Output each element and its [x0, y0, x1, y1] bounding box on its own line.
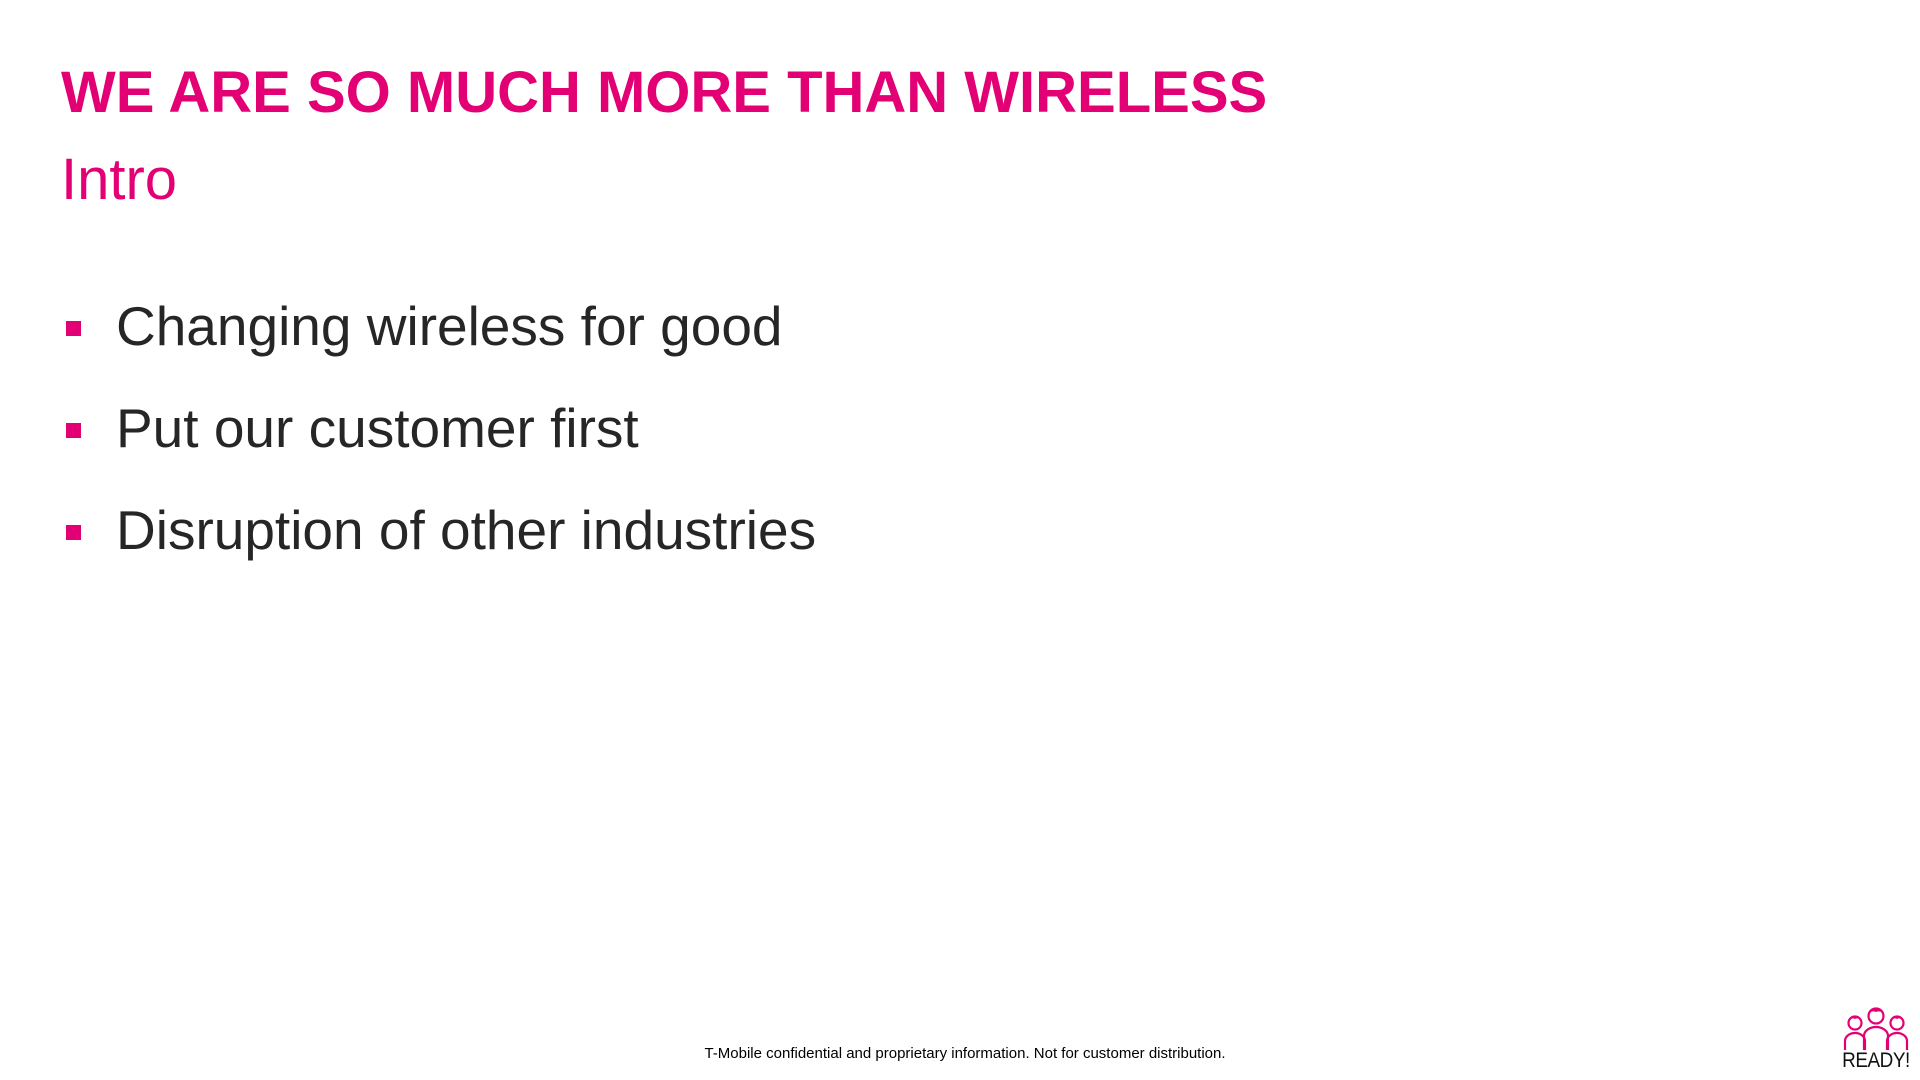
bullet-text: Put our customer first [116, 397, 639, 459]
ready-logo: READY! [1838, 1003, 1914, 1073]
square-bullet-icon [66, 524, 81, 540]
bullet-text: Disruption of other industries [116, 499, 817, 561]
three-people-icon [1843, 1007, 1909, 1050]
bullet-text: Changing wireless for good [116, 295, 783, 357]
confidentiality-footer: T-Mobile confidential and proprietary in… [704, 1045, 1226, 1062]
slide-subtitle: Intro [61, 147, 178, 212]
square-bullet-icon [66, 320, 81, 336]
logo-text: READY! [1842, 1049, 1910, 1072]
list-item: Disruption of other industries [66, 479, 816, 581]
bullet-list: Changing wireless for good Put our custo… [66, 275, 816, 581]
list-item: Changing wireless for good [66, 275, 816, 377]
square-bullet-icon [66, 422, 81, 438]
list-item: Put our customer first [66, 377, 816, 479]
slide-title: WE ARE SO MUCH MORE THAN WIRELESS [61, 60, 1268, 125]
